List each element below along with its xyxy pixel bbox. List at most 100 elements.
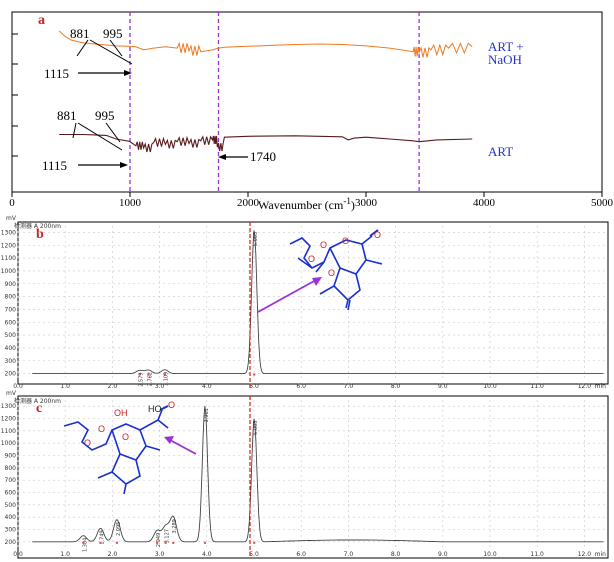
x-tick-label: 10.0 bbox=[483, 383, 497, 390]
svg-text:O: O bbox=[320, 240, 327, 250]
ftir-panel: a 0 1000 2000 3000 4000 5000 ART + NaOH ART 8… bbox=[9, 11, 614, 212]
ftir-frame bbox=[11, 11, 603, 193]
svg-text:HO: HO bbox=[148, 404, 162, 414]
x-tick-label: 6.0 bbox=[296, 551, 306, 558]
y-tick-label: 200 bbox=[5, 371, 17, 378]
y-tick-label: 200 bbox=[5, 539, 17, 546]
peak-marker bbox=[99, 541, 102, 545]
y-tick-label: 1000 bbox=[1, 268, 16, 275]
peak-label: 1.749 bbox=[100, 530, 106, 544]
x-tick-label: 4.0 bbox=[202, 551, 212, 558]
peak-marker bbox=[253, 373, 256, 376]
y-tick-label: 500 bbox=[5, 332, 17, 339]
x-tick-label: 1.0 bbox=[60, 551, 70, 558]
x-tick-label: 12.0 bbox=[578, 551, 592, 558]
y-tick-label: 1100 bbox=[1, 428, 16, 435]
peak-marker bbox=[138, 373, 141, 376]
y-tick-label: 1000 bbox=[1, 440, 16, 447]
peak-marker bbox=[172, 541, 175, 545]
x-tick-label: 9.0 bbox=[438, 551, 448, 558]
x-unit-label: min bbox=[595, 383, 607, 390]
annotation-1115-bottom: 1115 bbox=[42, 158, 67, 173]
x-tick-label: 2000 bbox=[237, 197, 260, 209]
x-tick-label: 2.0 bbox=[108, 383, 118, 390]
peak-marker bbox=[115, 541, 119, 545]
svg-text:O: O bbox=[168, 400, 175, 410]
svg-text:O: O bbox=[342, 236, 349, 246]
y-tick-label: 300 bbox=[5, 358, 17, 365]
y-tick-label: 600 bbox=[5, 319, 17, 326]
x-tick-label: 5.0 bbox=[249, 383, 259, 390]
annotation-1740-bottom: 1740 bbox=[250, 149, 276, 164]
x-unit-label: min bbox=[595, 551, 607, 558]
hplc-c-detector: 检测器 A 200nm bbox=[14, 397, 61, 405]
x-tick-label: 2.0 bbox=[108, 551, 118, 558]
x-tick-label: 4.0 bbox=[202, 383, 212, 390]
series-label-art-naoh-line2: NaOH bbox=[488, 52, 522, 67]
svg-text:O: O bbox=[374, 230, 381, 240]
x-tick-label: 9.0 bbox=[438, 383, 448, 390]
x-tick-label: 3.0 bbox=[155, 551, 165, 558]
y-tick-label: 900 bbox=[5, 453, 17, 460]
hplc-b-unit: mV bbox=[6, 215, 17, 222]
y-tick-label: 800 bbox=[5, 294, 17, 301]
peak-label: 5.005 bbox=[253, 232, 259, 246]
hplc-c-frame bbox=[17, 395, 609, 559]
peak-label: 3.289 bbox=[172, 519, 178, 533]
peak-marker bbox=[147, 373, 150, 376]
x-tick-label: 1000 bbox=[119, 197, 142, 209]
panel-label-b: b bbox=[36, 227, 44, 242]
svg-text:OH: OH bbox=[114, 408, 128, 418]
annotation-881-bottom: 881 bbox=[57, 108, 77, 123]
annotation-1115-top: 1115 bbox=[44, 66, 69, 81]
y-tick-label: 300 bbox=[5, 527, 17, 534]
x-tick-label: 8.0 bbox=[391, 551, 401, 558]
x-tick-label: 7.0 bbox=[344, 551, 354, 558]
peak-label: 3.961 bbox=[204, 408, 210, 422]
y-tick-label: 1300 bbox=[1, 229, 16, 236]
y-tick-label: 600 bbox=[5, 490, 17, 497]
peak-marker bbox=[253, 541, 256, 545]
y-tick-label: 400 bbox=[5, 345, 17, 352]
y-tick-label: 800 bbox=[5, 465, 17, 472]
hplc-c-unit: mV bbox=[6, 390, 17, 397]
hplc-b-detector: 检测器 A 200nm bbox=[14, 222, 61, 230]
hydrolysis-product-structure: OH HO O O O O bbox=[63, 400, 175, 495]
peak-label: 5.005 bbox=[253, 421, 259, 435]
annotation-995-bottom: 995 bbox=[95, 108, 115, 123]
x-tick-label: 0 bbox=[9, 197, 15, 209]
x-tick-label: 7.0 bbox=[344, 383, 354, 390]
chromatogram-c-trace bbox=[32, 406, 604, 543]
x-tick-label: 4000 bbox=[473, 197, 496, 209]
peak-marker bbox=[203, 541, 207, 545]
x-tick-label: 11.0 bbox=[531, 383, 545, 390]
y-tick-label: 500 bbox=[5, 502, 17, 509]
peak-label: 2.095 bbox=[116, 522, 122, 536]
svg-text:O: O bbox=[98, 424, 105, 434]
hplc-panel-c: mV 检测器 A 200nm c 0.0 1.0 2.0 3.0 4.0 5.0 6.0 7.… bbox=[1, 390, 609, 559]
y-tick-label: 700 bbox=[5, 306, 17, 313]
hplc-panel-b: mV 检测器 A 200nm b 0.0 1.0 2.0 3.0 4.0 5.0 6.0 7.… bbox=[1, 215, 609, 390]
peak-label: 2.949 bbox=[156, 533, 162, 547]
x-tick-label: 1.0 bbox=[60, 383, 70, 390]
annotation-995-top: 995 bbox=[103, 26, 123, 41]
svg-text:O: O bbox=[328, 268, 335, 278]
peak-marker bbox=[155, 541, 159, 545]
peak-label: 1.384 bbox=[82, 538, 88, 552]
annotation-881-top: 881 bbox=[70, 26, 90, 41]
peak-marker bbox=[164, 541, 167, 545]
x-tick-label: 3000 bbox=[355, 197, 378, 209]
x-axis-label: Wavenumber (cm-1) bbox=[258, 196, 355, 212]
panel-label-c: c bbox=[36, 401, 42, 416]
peak-label: 3.127 bbox=[165, 529, 171, 543]
svg-text:O: O bbox=[122, 432, 129, 442]
y-tick-label: 1300 bbox=[1, 403, 16, 410]
x-tick-label: 5.0 bbox=[249, 551, 259, 558]
y-tick-label: 1100 bbox=[1, 255, 16, 262]
chromatogram-b-trace bbox=[32, 230, 604, 375]
y-tick-label: 700 bbox=[5, 477, 17, 484]
x-tick-label: 0.0 bbox=[13, 551, 23, 558]
hplc-b-frame bbox=[17, 221, 609, 385]
y-tick-label: 400 bbox=[5, 514, 17, 521]
